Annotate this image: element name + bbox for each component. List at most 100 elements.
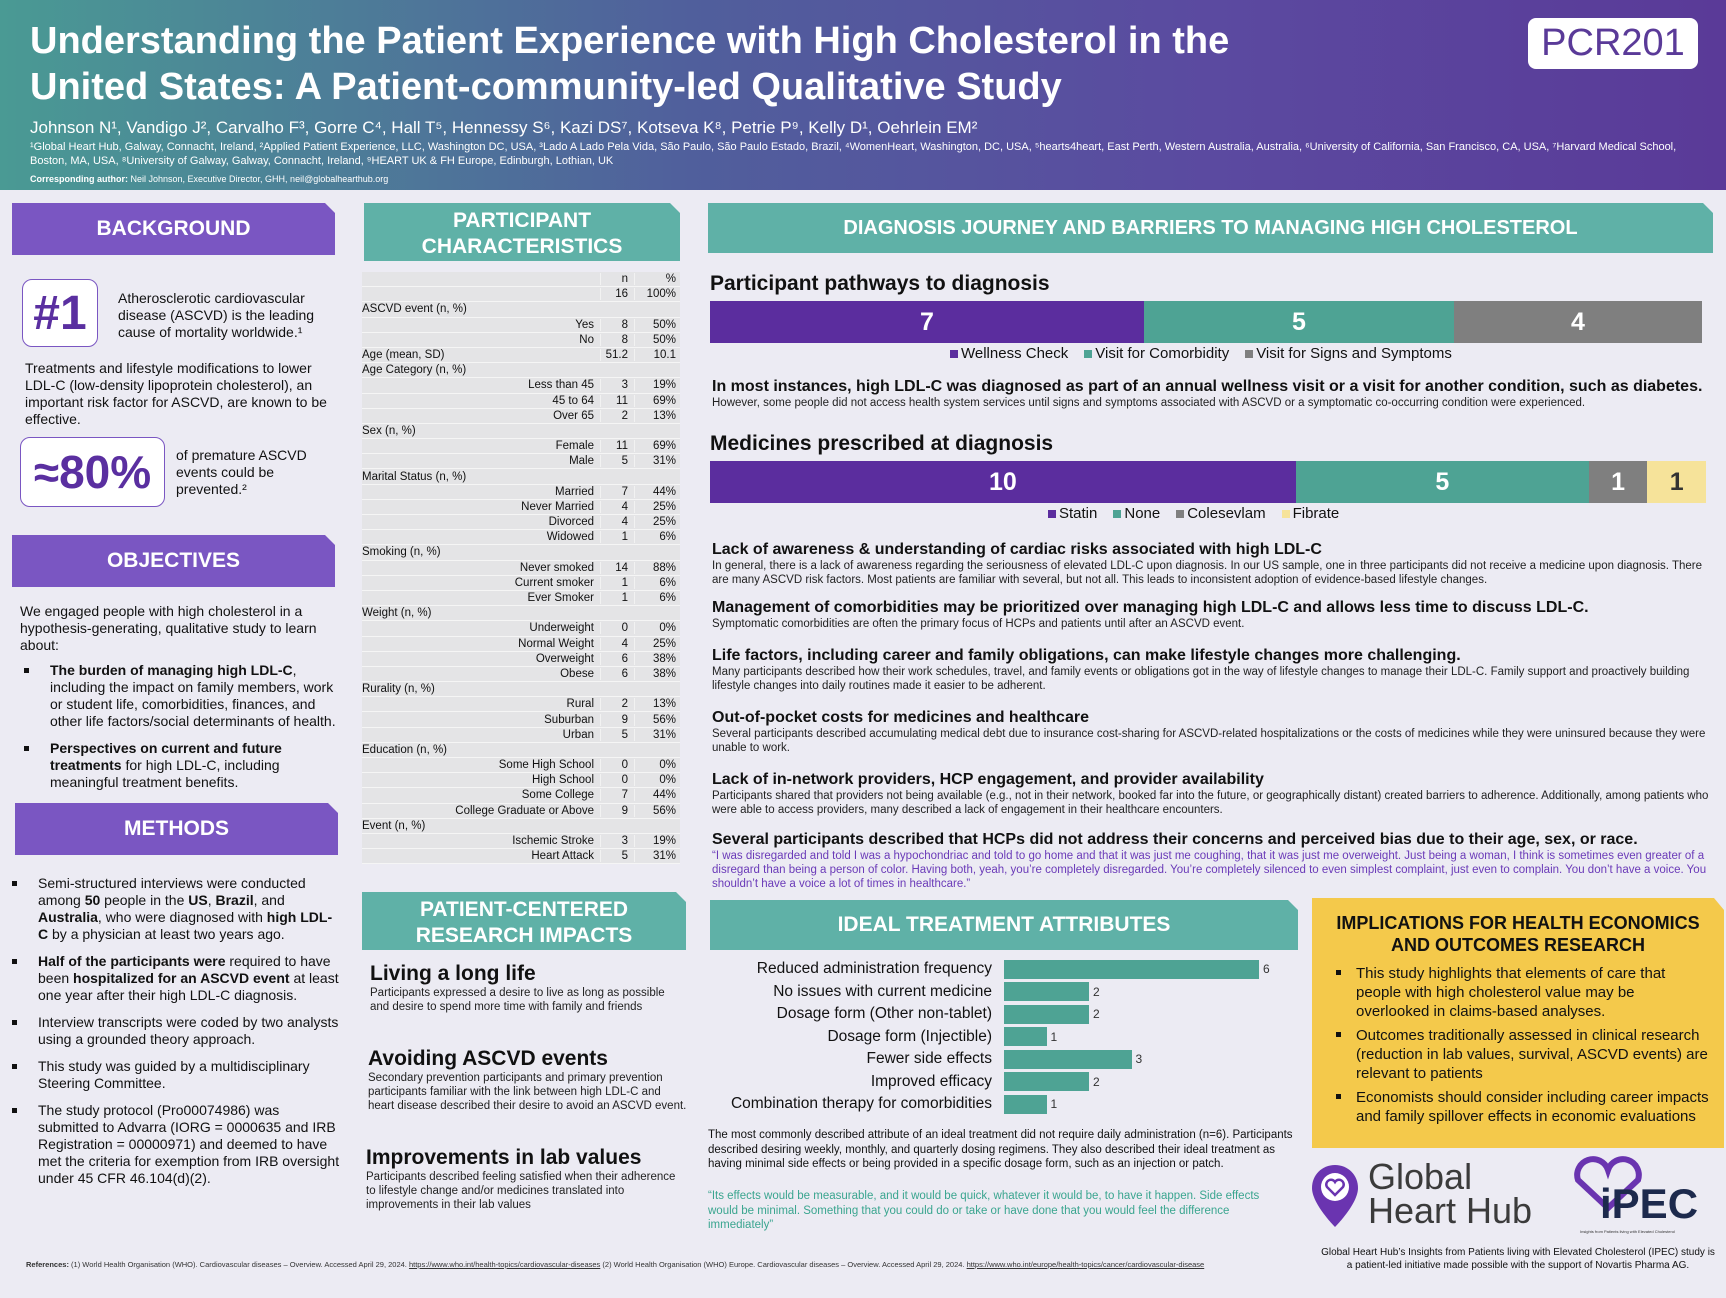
bar-row: Reduced administration frequency 6	[712, 958, 1302, 981]
bar-row: Fewer side effects 3	[712, 1048, 1302, 1071]
row-label: Underweight	[529, 622, 594, 635]
pct-value: 50%	[634, 333, 680, 346]
objective-text: for high LDL-C, including meaningful tre…	[50, 757, 280, 790]
bar-value-label: 2	[1093, 1007, 1100, 1022]
medicines-chart-title: Medicines prescribed at diagnosis	[710, 432, 1054, 455]
impact-title: Improvements in lab values	[366, 1146, 642, 1169]
table-row: 45 to 64 11 69%	[362, 393, 680, 409]
table-row: Ever Smoker 1 6%	[362, 590, 680, 607]
diagnosis-finding: In most instances, high LDL-C was diagno…	[712, 377, 1712, 410]
n-value: 8	[600, 333, 634, 346]
legend-item: Wellness Check	[950, 345, 1068, 362]
stacked-segment: 1	[1647, 461, 1706, 503]
bar-value-label: 3	[1135, 1052, 1143, 1067]
row-label: High School	[531, 774, 594, 787]
poster-id-badge: PCR201	[1528, 18, 1698, 69]
pathways-legend: Wellness Check Visit for Comorbidity Visit…	[950, 345, 1452, 362]
n-value: 1	[600, 576, 634, 589]
n-value: 11	[600, 394, 634, 407]
table-row: College Graduate or Above 9 56%	[362, 803, 680, 819]
pct-value: 50%	[634, 318, 680, 331]
pct-value: 25%	[634, 500, 680, 513]
row-label: Male	[569, 455, 594, 468]
participant-characteristics-heading: PARTICIPANT CHARACTERISTICS	[364, 203, 680, 261]
background-heading: BACKGROUND	[12, 203, 335, 255]
row-label: Some High School	[498, 759, 594, 772]
legend-label: Fibrate	[1292, 505, 1340, 522]
impact-text: Secondary prevention participants and pr…	[368, 1072, 687, 1112]
stat1-text: Atherosclerotic cardiovascular disease (…	[118, 290, 315, 340]
table-row: 16 100%	[362, 287, 680, 303]
legend-item: None	[1113, 505, 1160, 522]
bar	[1004, 1094, 1047, 1114]
affiliations: ¹Global Heart Hub, Galway, Connacht, Ire…	[30, 141, 1677, 167]
objectives-intro: We engaged people with high cholesterol …	[20, 603, 317, 653]
bar-row: Combination therapy for comorbidities 1	[712, 1093, 1302, 1116]
row-label: Obese	[560, 667, 594, 680]
stacked-segment: 7	[710, 301, 1144, 343]
references-label: References:	[26, 1260, 69, 1269]
n-value: 3	[600, 379, 634, 392]
ideal-treatment-summary: The most commonly described attribute of…	[708, 1129, 1293, 1170]
objective-text: , including the impact on family members…	[50, 662, 336, 729]
row-label: Less than 45	[528, 379, 594, 392]
methods-item: This study was guided by a multidiscipli…	[2, 1058, 340, 1092]
table-row: Yes 8 50%	[362, 317, 680, 333]
methods-item: Semi-structured interviews were conducte…	[2, 875, 340, 943]
row-label: Divorced	[548, 516, 594, 529]
legend-item: Visit for Comorbidity	[1084, 345, 1229, 362]
reference-2-link[interactable]: https://www.who.int/europe/health-topics…	[966, 1260, 1205, 1269]
pct-value: 44%	[634, 485, 680, 498]
reference-1-link[interactable]: https://www.who.int/health-topics/cardio…	[408, 1260, 601, 1269]
theme-text: Many participants described how their wo…	[712, 666, 1690, 692]
table-row: Some High School 0 0%	[362, 758, 680, 774]
row-label: Never Married	[521, 500, 594, 513]
methods-heading: METHODS	[15, 803, 338, 855]
pct-value: 31%	[634, 455, 680, 468]
methods-item: Interview transcripts were coded by two …	[2, 1014, 340, 1048]
theme-text: Several participants described accumulat…	[712, 728, 1706, 754]
category-label: Education (n, %)	[362, 743, 448, 756]
barrier-theme: Lack of awareness & understanding of car…	[712, 540, 1712, 587]
corr-text: Neil Johnson, Executive Director, GHH, n…	[128, 174, 389, 184]
theme-text: In general, there is a lack of awareness…	[712, 560, 1703, 586]
pct-value: 6%	[634, 592, 680, 605]
row-label: Urban	[562, 728, 594, 741]
legend-item: Colesevlam	[1176, 505, 1266, 522]
bar-label: No issues with current medicine	[773, 982, 992, 1000]
medicines-legend: Statin None Colesevlam Fibrate	[1048, 505, 1339, 522]
row-label: Some College	[521, 789, 594, 802]
theme-title: Lack of in-network providers, HCP engage…	[712, 771, 1264, 788]
ideal-treatment-quote: “Its effects would be measurable, and it…	[708, 1190, 1260, 1231]
table-row: Obese 6 38%	[362, 666, 680, 683]
row-label: Rural	[566, 698, 594, 711]
bar	[1004, 1004, 1089, 1024]
bar-value-label: 2	[1093, 1074, 1100, 1089]
theme-title: Management of comorbidities may be prior…	[712, 599, 1589, 616]
legend-swatch	[1084, 350, 1093, 358]
finding-text: However, some people did not access heal…	[712, 397, 1586, 409]
implications-box: IMPLICATIONS FOR HEALTH ECONOMICS AND OU…	[1312, 898, 1724, 1148]
pct-value: 56%	[634, 713, 680, 726]
pct-value: 38%	[634, 667, 680, 680]
implication-item: Outcomes traditionally assessed in clini…	[1326, 1026, 1710, 1083]
ghh-line1: Global	[1368, 1156, 1473, 1197]
impact-title: Living a long life	[370, 962, 536, 985]
legend-item: Visit for Signs and Symptoms	[1245, 345, 1452, 362]
impact-item: Living a long life Participants expresse…	[370, 962, 685, 1014]
methods-item: The study protocol (Pro00074986) was sub…	[2, 1102, 340, 1187]
pct-value: 6%	[634, 576, 680, 589]
implication-item: Economists should consider including car…	[1326, 1088, 1710, 1126]
finding-title: In most instances, high LDL-C was diagno…	[712, 378, 1703, 395]
bar-label: Dosage form (Injectible)	[827, 1027, 992, 1045]
reference-2: (2) World Health Organisation (WHO) Euro…	[600, 1260, 967, 1269]
row-label: Heart Attack	[531, 850, 594, 863]
background-paragraph: Treatments and lifestyle modifications t…	[25, 360, 327, 427]
pct-value: 0%	[634, 622, 680, 635]
authors: Johnson N¹, Vandigo J², Carvalho F³, Gor…	[30, 118, 978, 137]
category-label: Marital Status (n, %)	[362, 470, 467, 483]
table-row: Marital Status (n, %)	[362, 469, 680, 485]
n-value: 16	[600, 288, 634, 301]
n-value: 2	[600, 409, 634, 422]
n-value: 3	[600, 835, 634, 848]
